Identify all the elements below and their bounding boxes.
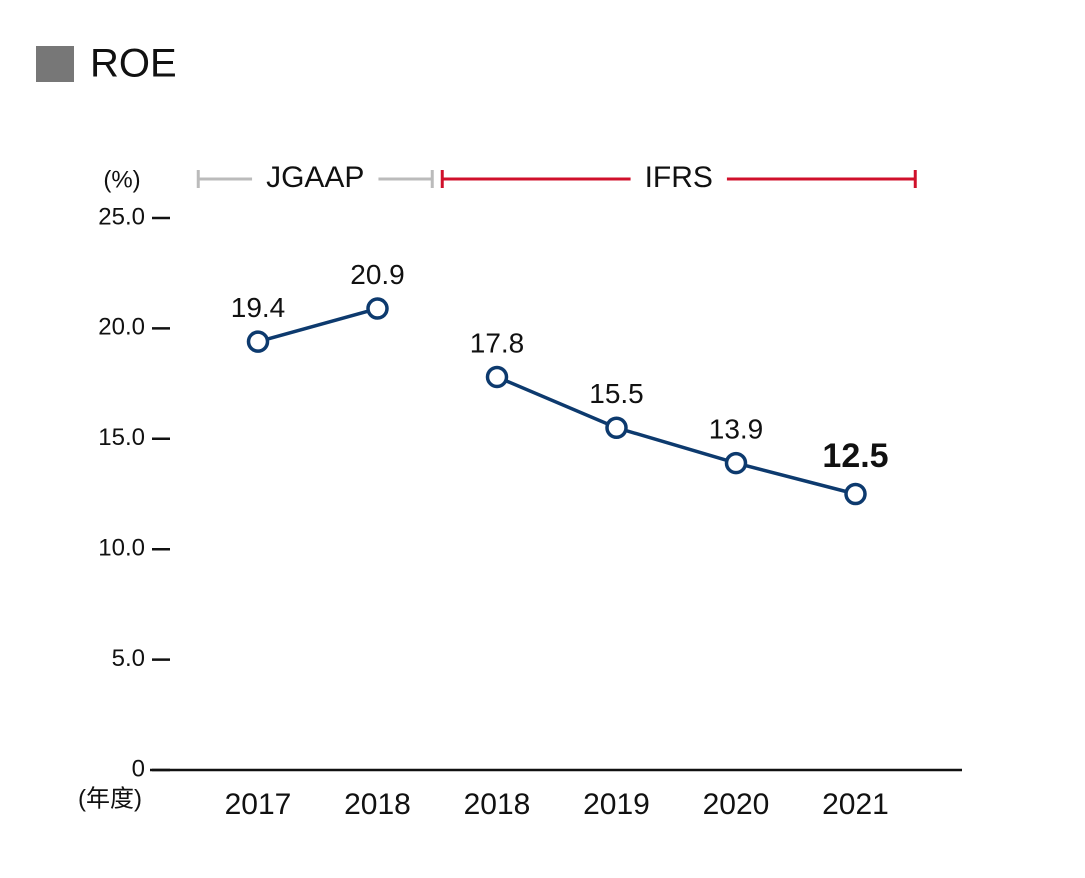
x-tick-label: 2018 xyxy=(464,788,531,821)
point xyxy=(844,482,867,506)
data-label: 13.9 xyxy=(709,413,764,444)
series-line xyxy=(496,375,856,496)
x-tick-label: 2021 xyxy=(822,788,889,821)
point xyxy=(724,451,748,475)
point xyxy=(366,297,389,320)
y-tick-label: 20.0 xyxy=(98,314,145,341)
y-tick-label: 0 xyxy=(132,755,145,782)
data-label: 19.4 xyxy=(231,292,286,323)
chart-title: ROE xyxy=(90,42,177,86)
x-tick-label: 2019 xyxy=(583,788,650,821)
y-tick-label: 25.0 xyxy=(98,203,145,230)
y-tick-label: 15.0 xyxy=(98,424,145,451)
point xyxy=(246,330,270,353)
legend-label: JGAAP xyxy=(266,161,364,194)
y-tick-label: 5.0 xyxy=(112,645,145,672)
x-tick-label: 2017 xyxy=(225,788,292,821)
data-label: 17.8 xyxy=(470,327,525,358)
legend-label: IFRS xyxy=(645,161,713,194)
series-line xyxy=(257,306,378,344)
point xyxy=(605,416,628,440)
x-tick-label: 2018 xyxy=(344,788,411,821)
data-label: 20.9 xyxy=(350,259,405,290)
data-label: 15.5 xyxy=(589,378,644,409)
x-axis-label: (年度) xyxy=(78,785,142,812)
y-tick-label: 10.0 xyxy=(98,535,145,562)
y-axis-label: (%) xyxy=(103,166,140,193)
x-tick-label: 2020 xyxy=(703,788,770,821)
point xyxy=(485,365,509,389)
data-label: 12.5 xyxy=(822,437,888,475)
title-icon xyxy=(36,46,74,82)
